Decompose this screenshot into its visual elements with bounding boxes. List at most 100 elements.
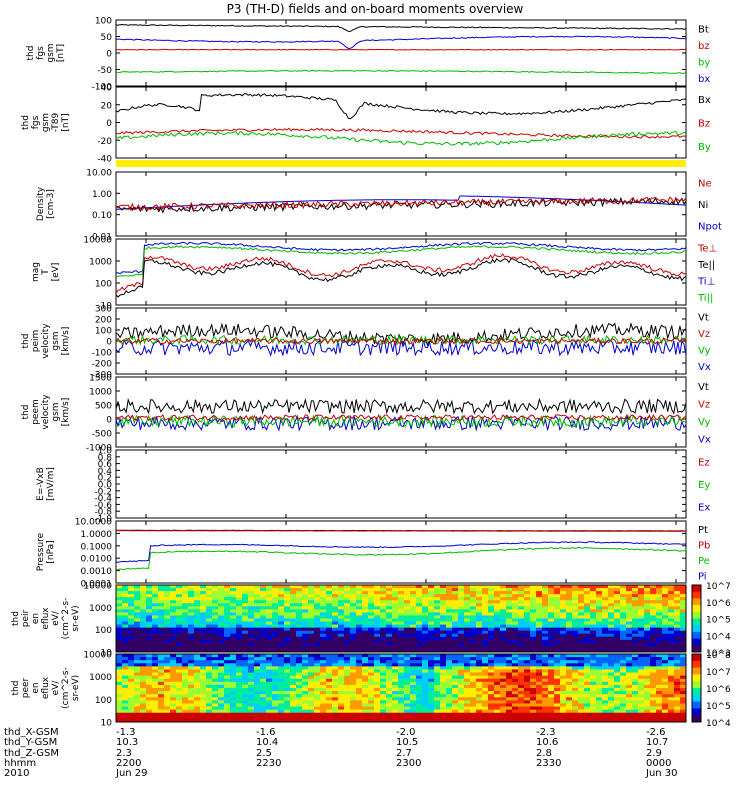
peer-spectrogram-cell (536, 688, 543, 692)
peer-spectrogram-cell (650, 718, 657, 723)
peir-spectrogram-cell (608, 624, 615, 629)
peir-spectrogram-cell (674, 630, 681, 635)
peir-spectrogram-cell (332, 621, 339, 626)
peer-spectrogram-cell (470, 657, 477, 661)
peir-spectrogram-cell (482, 609, 489, 613)
peer-spectrogram-cell (464, 660, 471, 664)
peer-spectrogram-cell (518, 654, 525, 658)
peir-spectrogram-cell (536, 606, 543, 610)
peer-spectrogram-cell (542, 715, 549, 720)
peir-spectrogram-cell (230, 630, 237, 635)
peer-spectrogram-cell (392, 672, 399, 677)
peir-spectrogram-cell (662, 594, 669, 598)
peir-spectrogram-cell (320, 648, 327, 653)
peer-spectrogram-cell (674, 672, 681, 677)
peer-spectrogram-cell (428, 660, 435, 664)
peer-spectrogram-cell (308, 657, 315, 661)
peir-spectrogram-cell (602, 600, 609, 604)
peer-spectrogram-cell (134, 715, 141, 720)
peer-spectrogram-cell (536, 700, 543, 704)
peir-spectrogram-cell (374, 618, 381, 623)
peer-spectrogram-cell (284, 688, 291, 692)
peir-spectrogram-cell (302, 648, 309, 653)
peir-spectrogram-cell (224, 597, 231, 601)
peir-spectrogram-cell (596, 648, 603, 653)
peer-spectrogram-cell (188, 697, 195, 701)
peir-spectrogram-cell (440, 648, 447, 653)
peir-spectrogram-cell (584, 600, 591, 604)
peir-spectrogram-cell (578, 588, 585, 592)
peir-spectrogram-cell (224, 630, 231, 635)
legend-peem_v: Vt (698, 382, 709, 393)
colorbar-cell (692, 591, 701, 599)
tick-label-peim_v: 300 (95, 305, 112, 315)
peir-spectrogram-cell (452, 612, 459, 616)
peer-spectrogram-cell (158, 718, 165, 723)
peer-spectrogram-cell (266, 712, 273, 717)
peir-spectrogram-cell (524, 630, 531, 635)
peer-spectrogram-cell (482, 697, 489, 701)
peir-spectrogram-cell (530, 585, 537, 589)
peir-spectrogram-cell (566, 636, 573, 641)
peer-spectrogram-cell (578, 672, 585, 677)
peer-spectrogram-cell (140, 703, 147, 708)
peir-spectrogram-cell (464, 630, 471, 635)
peir-spectrogram-cell (500, 585, 507, 589)
peir-spectrogram-cell (344, 639, 351, 644)
peer-spectrogram-cell (116, 657, 123, 661)
ylabel-peem_v: velocity (41, 394, 51, 430)
peir-spectrogram-cell (356, 609, 363, 613)
peer-spectrogram-cell (440, 675, 447, 680)
peer-spectrogram-cell (500, 657, 507, 661)
peer-spectrogram-cell (386, 666, 393, 670)
peer-spectrogram-cell (236, 718, 243, 723)
peir-spectrogram-cell (614, 588, 621, 592)
peir-spectrogram-cell (218, 615, 225, 619)
peer-spectrogram-cell (158, 666, 165, 670)
peer-spectrogram-cell (416, 715, 423, 720)
peer-spectrogram-cell (464, 672, 471, 677)
tick-label-peim_v: 100 (95, 327, 112, 337)
peir-spectrogram-cell (422, 606, 429, 610)
peir-spectrogram-cell (590, 639, 597, 644)
peir-spectrogram-cell (434, 612, 441, 616)
peer-spectrogram-cell (278, 663, 285, 667)
peir-spectrogram-cell (410, 612, 417, 616)
peer-spectrogram-cell (212, 666, 219, 670)
peer-spectrogram-cell (224, 675, 231, 680)
peer-spectrogram-cell (656, 715, 663, 720)
peir-spectrogram-cell (230, 609, 237, 613)
peir-spectrogram-cell (116, 591, 123, 595)
peer-spectrogram-cell (452, 654, 459, 658)
peer-spectrogram-cell (344, 715, 351, 720)
peir-spectrogram-cell (668, 585, 675, 589)
peer-spectrogram-cell (302, 697, 309, 701)
peir-spectrogram-cell (290, 633, 297, 638)
peir-spectrogram-cell (452, 606, 459, 610)
peir-spectrogram-cell (440, 612, 447, 616)
peer-spectrogram-cell (272, 681, 279, 686)
peer-spectrogram-cell (416, 712, 423, 717)
peer-spectrogram-cell (218, 663, 225, 667)
peer-spectrogram-cell (656, 657, 663, 661)
peer-spectrogram-cell (344, 709, 351, 714)
peir-spectrogram-cell (266, 645, 273, 650)
peir-spectrogram-cell (590, 648, 597, 653)
peir-spectrogram-cell (608, 636, 615, 641)
ylabel-temp: T (41, 269, 51, 276)
peir-spectrogram-cell (500, 615, 507, 619)
peir-spectrogram-cell (152, 636, 159, 641)
peir-spectrogram-cell (152, 621, 159, 626)
tick-label-peem_v: 1500 (89, 374, 112, 384)
peer-spectrogram-cell (326, 684, 333, 689)
peer-spectrogram-cell (206, 706, 213, 711)
peer-spectrogram-cell (644, 712, 651, 717)
peer-spectrogram-cell (182, 678, 189, 683)
peer-spectrogram-cell (248, 684, 255, 689)
peer-spectrogram-cell (164, 712, 171, 717)
peir-spectrogram-cell (326, 621, 333, 626)
peer-spectrogram-cell (512, 672, 519, 677)
peer-spectrogram-cell (320, 678, 327, 683)
peer-spectrogram-cell (278, 681, 285, 686)
peer-spectrogram-cell (260, 657, 267, 661)
